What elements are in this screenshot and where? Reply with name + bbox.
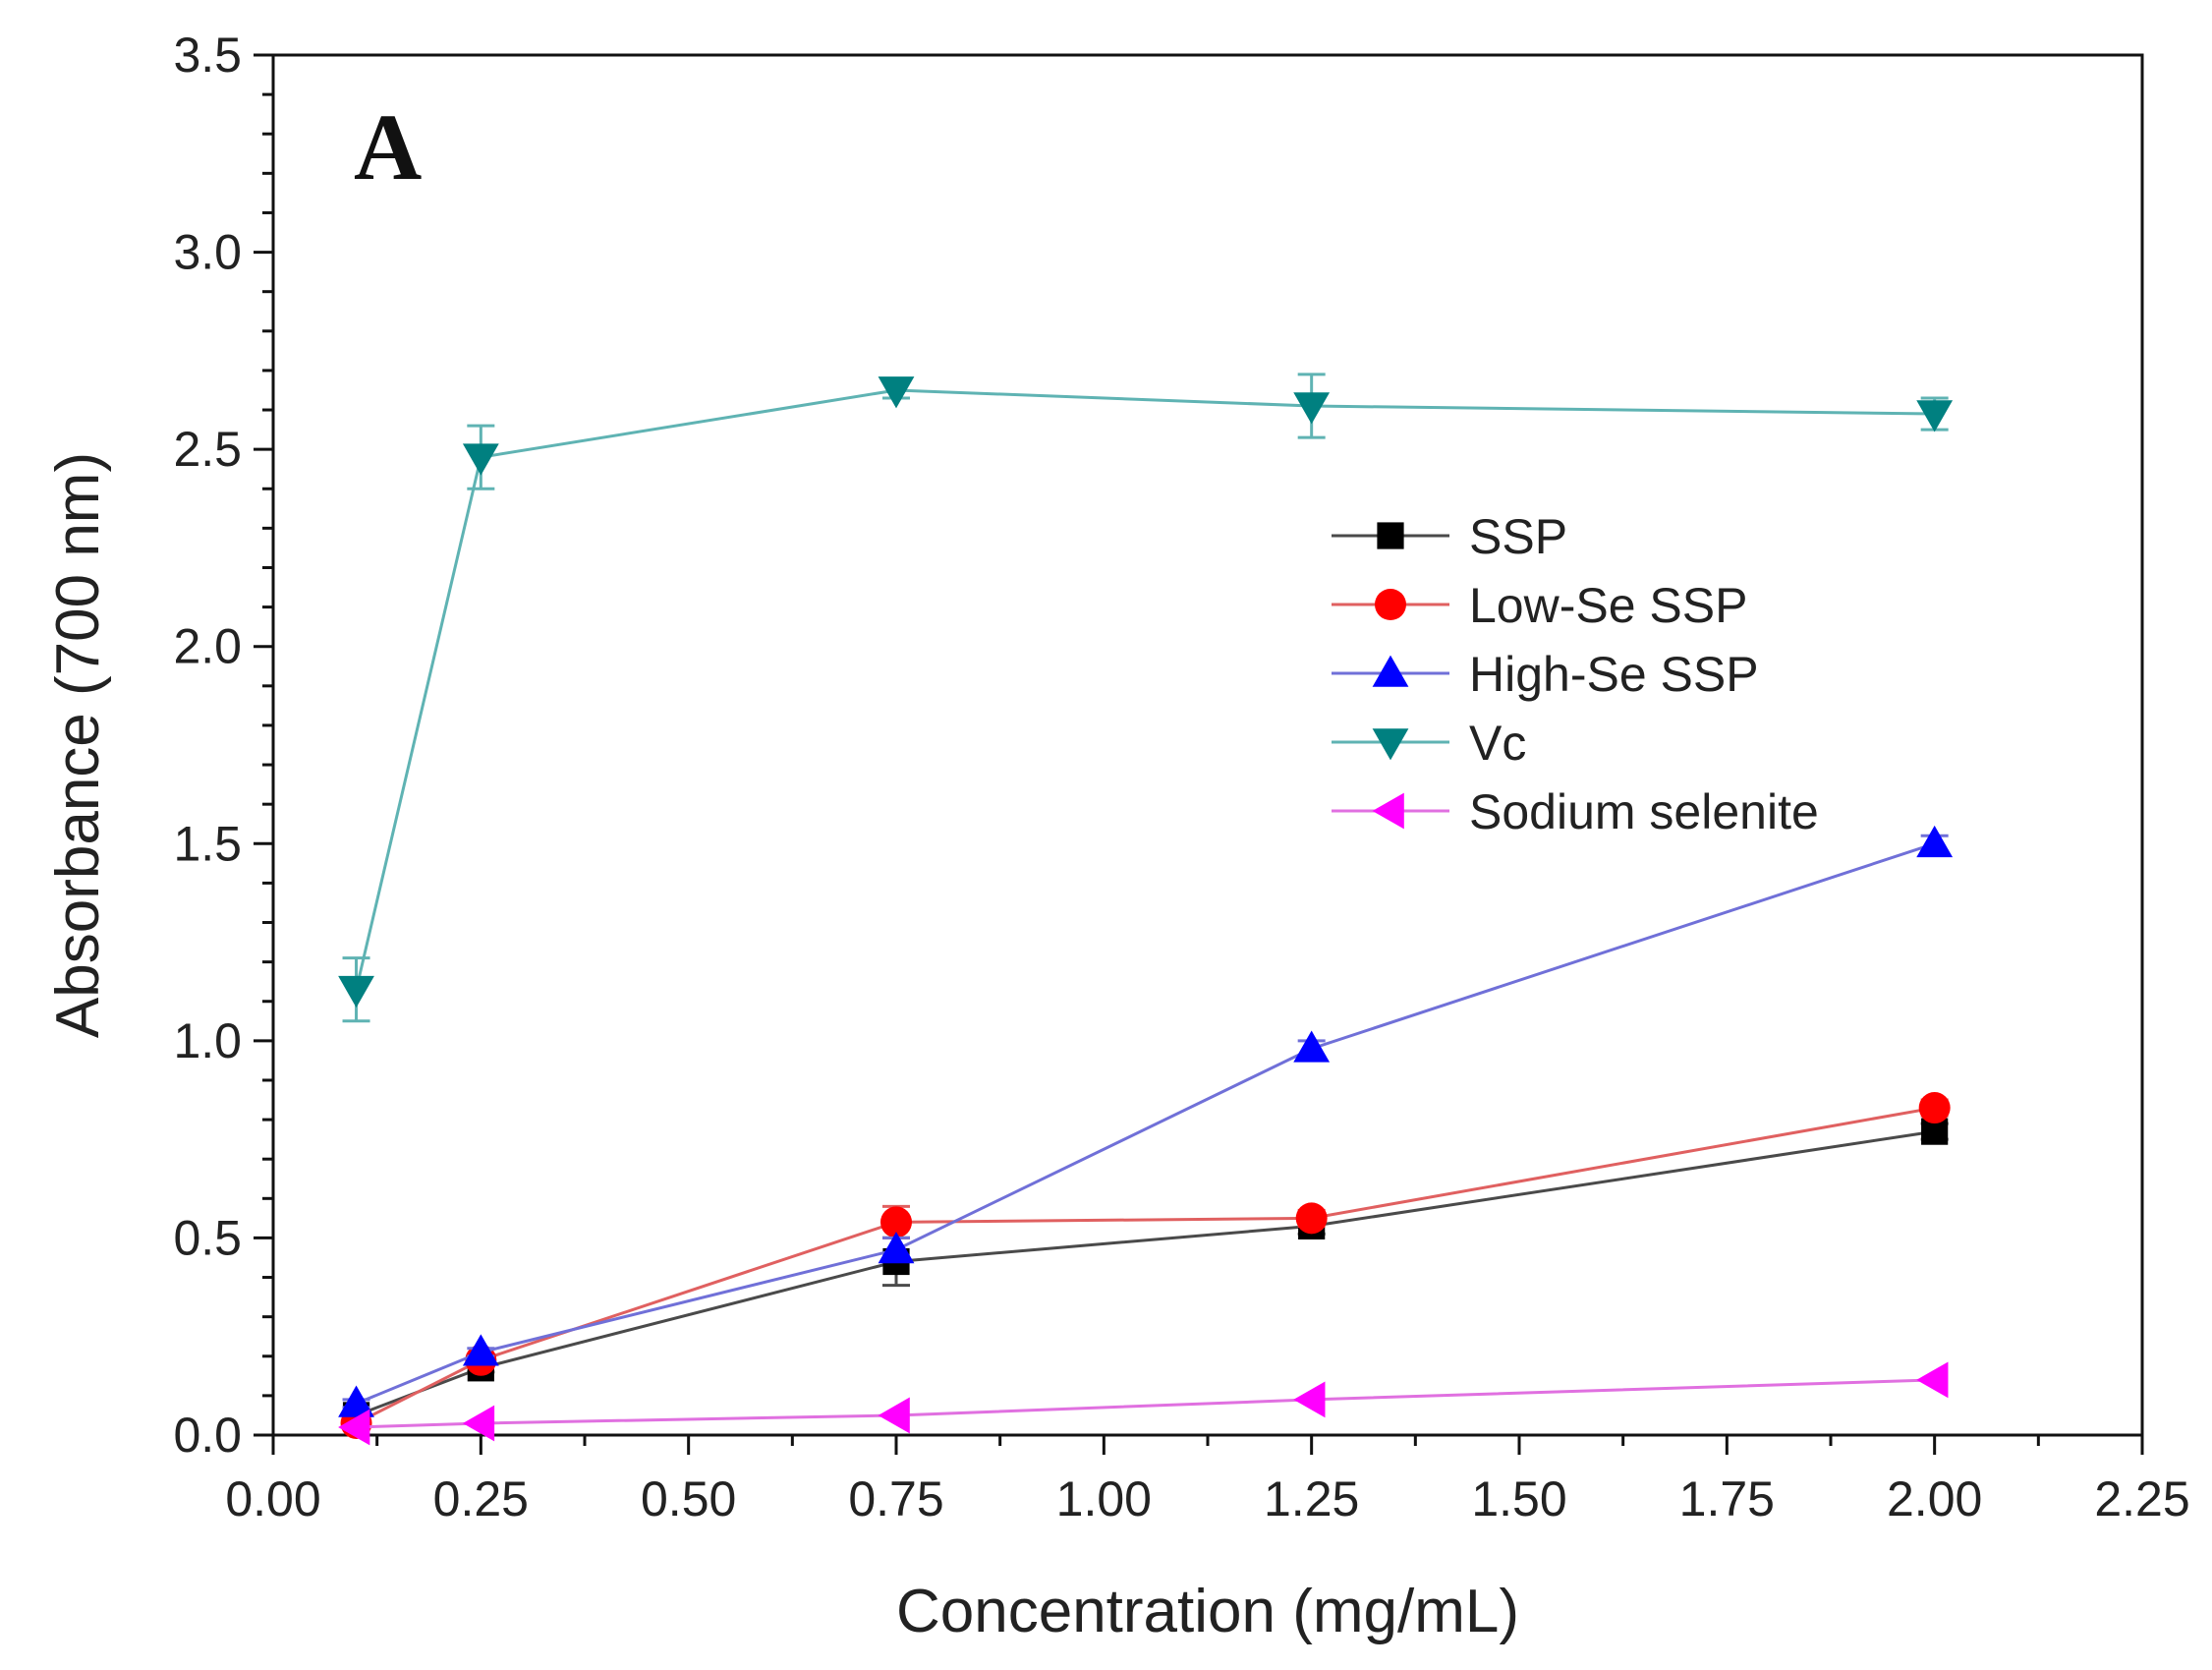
legend-label: Vc [1469, 716, 1526, 771]
x-tick-label: 0.75 [848, 1471, 943, 1526]
x-tick-label: 2.25 [2094, 1471, 2189, 1526]
y-axis-title: Absorbance (700 nm) [44, 452, 112, 1038]
data-point [462, 1334, 499, 1366]
series-sodium-selenite [338, 1361, 1949, 1446]
legend-marker [1372, 792, 1404, 830]
data-point [462, 1405, 495, 1442]
data-point [878, 376, 915, 409]
legend-entry: Sodium selenite [1332, 784, 1819, 839]
data-point [878, 1397, 910, 1434]
panel-label: A [354, 94, 422, 200]
legend-label: SSP [1469, 509, 1567, 564]
legend-label: Low-Se SSP [1469, 578, 1747, 633]
y-tick-label: 0.5 [173, 1210, 242, 1265]
data-point [338, 1385, 374, 1417]
data-point [338, 1409, 370, 1446]
y-tick-label: 3.0 [173, 225, 242, 280]
y-tick-label: 1.0 [173, 1013, 242, 1068]
legend-label: Sodium selenite [1469, 784, 1819, 839]
x-tick-label: 0.25 [433, 1471, 529, 1526]
legend-marker [1372, 728, 1409, 761]
y-tick-label: 2.0 [173, 619, 242, 674]
data-point [1918, 1092, 1951, 1124]
y-axis-ticks: 0.0 0.5 1.0 1.5 2.0 2.5 3.0 3.5 [173, 28, 273, 1463]
legend-entry: Low-Se SSP [1332, 578, 1747, 633]
y-tick-label: 0.0 [173, 1408, 242, 1463]
legend-entry: High-Se SSP [1332, 647, 1759, 702]
x-tick-label: 0.00 [225, 1471, 320, 1526]
x-tick-label: 1.25 [1264, 1471, 1359, 1526]
x-axis-ticks: 0.00 0.25 0.50 0.75 1.00 1.25 1.50 1.75 2.00 2.25 [225, 1435, 2190, 1526]
x-tick-label: 2.00 [1887, 1471, 1982, 1526]
data-point [1916, 400, 1954, 432]
data-point [338, 975, 374, 1008]
data-point [1916, 1361, 1949, 1399]
data-point [878, 1232, 915, 1264]
x-axis-title: Concentration (mg/mL) [896, 1578, 1519, 1645]
data-point [1293, 1030, 1331, 1063]
legend-marker [1377, 522, 1404, 549]
series-low-se-ssp [340, 1092, 1951, 1439]
legend-entry: Vc [1332, 716, 1526, 771]
x-tick-label: 1.00 [1056, 1471, 1152, 1526]
legend-marker [1375, 589, 1406, 620]
data-point [1295, 1202, 1328, 1235]
series-high-se-ssp [338, 825, 1954, 1417]
x-tick-label: 1.75 [1679, 1471, 1775, 1526]
y-tick-label: 3.5 [173, 28, 242, 83]
data-point [1916, 825, 1954, 858]
legend-marker [1372, 655, 1409, 687]
x-tick-label: 1.50 [1471, 1471, 1566, 1526]
legend-label: High-Se SSP [1469, 647, 1759, 702]
data-point [1293, 1381, 1326, 1418]
series-vc [338, 373, 1954, 1023]
data-point [880, 1206, 912, 1238]
x-tick-label: 0.50 [641, 1471, 736, 1526]
series-layer [338, 373, 1954, 1446]
legend-entry: SSP [1332, 509, 1567, 564]
data-point [462, 443, 499, 476]
data-point [1293, 392, 1331, 425]
y-tick-label: 2.5 [173, 422, 242, 477]
y-tick-label: 1.5 [173, 816, 242, 871]
legend: SSP Low-Se SSP High-Se SSP Vc Sodium selenit… [1332, 509, 1819, 839]
